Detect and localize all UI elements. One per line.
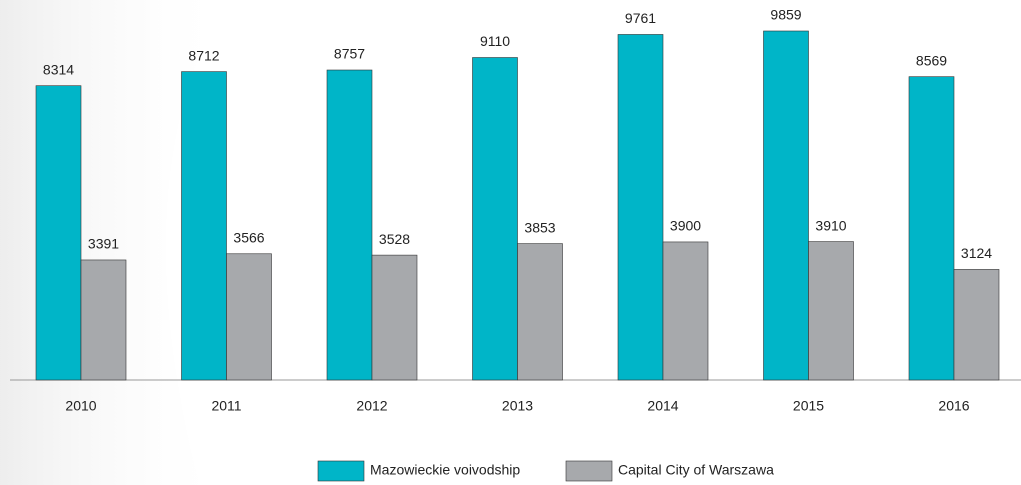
data-label: 9110 <box>480 33 510 49</box>
data-label: 3391 <box>88 236 119 252</box>
bar <box>371 254 418 381</box>
bar <box>517 243 563 381</box>
data-label: 3900 <box>670 218 701 234</box>
bar <box>953 269 1000 381</box>
data-label: 3124 <box>961 245 992 261</box>
bar <box>326 69 373 381</box>
bar <box>226 253 272 381</box>
legend-label: Mazowieckie voivodship <box>370 462 520 478</box>
legend-swatch <box>317 460 365 482</box>
data-label: 9859 <box>770 7 801 23</box>
data-label: 8569 <box>916 52 947 68</box>
data-label: 8757 <box>334 46 365 62</box>
data-label: 3910 <box>815 217 846 233</box>
x-tick-label: 2016 <box>938 398 969 414</box>
x-tick-label: 2013 <box>502 398 533 414</box>
bar <box>763 30 809 381</box>
bar <box>181 71 227 381</box>
bar <box>80 259 127 381</box>
x-tick-label: 2010 <box>65 398 96 414</box>
x-tick-label: 2015 <box>793 398 824 414</box>
bar <box>472 57 518 381</box>
x-tick-label: 2012 <box>356 398 387 414</box>
legend-swatch <box>565 460 613 482</box>
bar <box>35 85 82 381</box>
bar <box>908 76 955 381</box>
bar <box>662 241 709 381</box>
data-label: 3528 <box>379 231 410 247</box>
legend-label: Capital City of Warszawa <box>618 462 774 478</box>
bar <box>808 241 854 381</box>
data-label: 8314 <box>43 61 74 77</box>
data-label: 8712 <box>188 47 219 63</box>
x-tick-label: 2014 <box>647 398 678 414</box>
data-label: 3566 <box>233 229 264 245</box>
x-tick-label: 2011 <box>211 398 241 414</box>
bar <box>617 34 664 381</box>
data-label: 3853 <box>524 219 555 235</box>
data-label: 9761 <box>625 10 656 26</box>
